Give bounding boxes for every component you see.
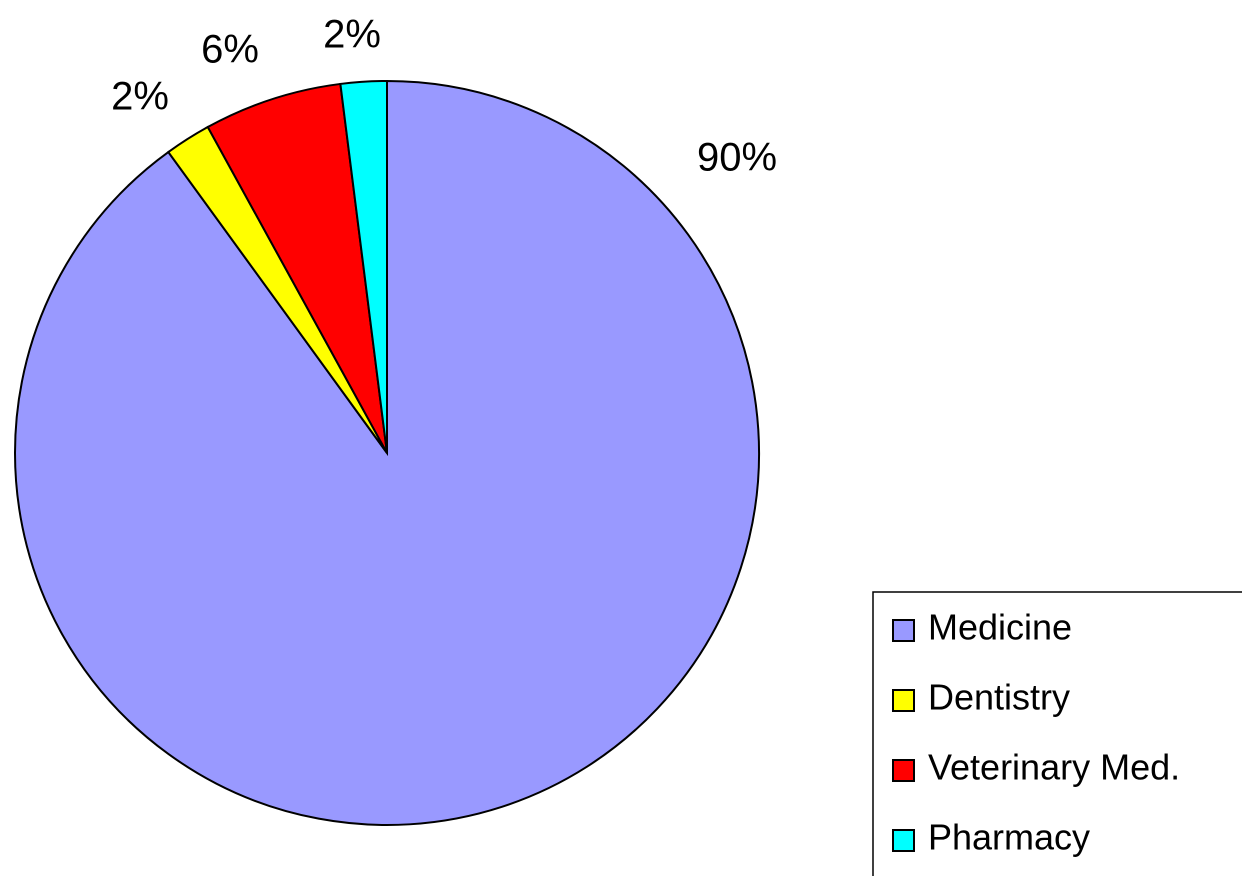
legend-label: Dentistry xyxy=(928,677,1070,718)
legend-label: Veterinary Med. xyxy=(928,747,1180,788)
pie-slice xyxy=(206,82,388,454)
legend-label: Pharmacy xyxy=(928,817,1090,858)
data-label: 6% xyxy=(201,28,259,72)
legend-swatch xyxy=(892,759,915,782)
data-label: 2% xyxy=(323,13,381,57)
pie-slice xyxy=(339,79,388,454)
data-label: 2% xyxy=(111,75,169,119)
legend-label: Medicine xyxy=(928,607,1072,648)
legend-box xyxy=(872,591,1242,876)
legend-swatch xyxy=(892,829,915,852)
legend-swatch xyxy=(892,619,915,642)
data-label: 90% xyxy=(697,136,777,180)
legend-swatch xyxy=(892,689,915,712)
